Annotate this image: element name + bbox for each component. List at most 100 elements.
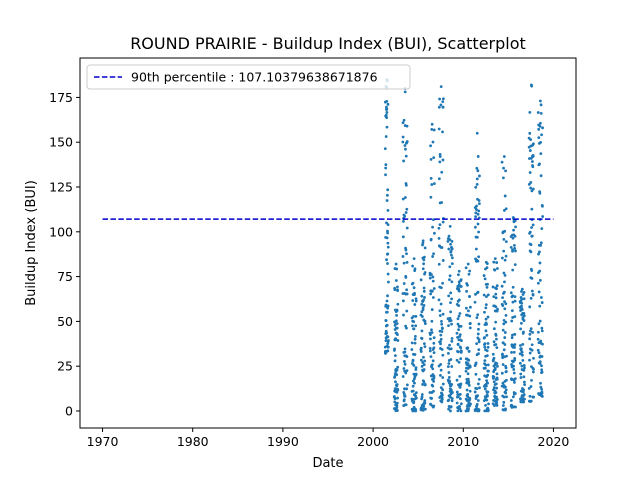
data-point <box>478 386 481 390</box>
data-point <box>495 284 499 288</box>
data-point <box>513 377 517 381</box>
data-point <box>520 353 524 357</box>
data-point <box>402 261 406 265</box>
data-point <box>504 313 508 317</box>
data-point <box>485 286 489 289</box>
data-point <box>432 341 436 345</box>
data-point <box>420 364 424 368</box>
data-point <box>432 156 436 160</box>
data-point <box>467 380 471 384</box>
data-point <box>401 121 405 125</box>
data-point <box>500 256 504 260</box>
data-point <box>450 322 453 326</box>
data-point <box>504 207 508 211</box>
data-point <box>473 390 477 394</box>
data-point <box>483 366 487 370</box>
data-point <box>502 155 506 158</box>
data-point <box>447 294 451 298</box>
data-point <box>465 289 468 293</box>
data-point <box>430 363 434 367</box>
data-point <box>519 376 523 379</box>
data-point <box>484 303 488 306</box>
data-point <box>477 327 480 331</box>
data-point <box>402 282 406 285</box>
data-point <box>537 136 541 140</box>
data-point <box>393 375 397 378</box>
data-point <box>536 330 540 334</box>
x-tick-label: 1970 <box>87 434 119 449</box>
data-point <box>492 340 496 344</box>
data-point <box>538 191 542 195</box>
data-point <box>457 314 461 318</box>
data-point <box>423 271 427 274</box>
data-point <box>494 292 498 296</box>
data-point <box>457 273 460 277</box>
data-point <box>447 351 450 355</box>
data-point <box>429 337 432 341</box>
data-point <box>486 363 490 367</box>
y-tick-label: 25 <box>57 359 73 374</box>
data-point <box>528 131 532 135</box>
data-point <box>538 360 542 363</box>
data-point <box>459 278 463 281</box>
data-point <box>501 354 504 357</box>
data-point <box>541 126 544 130</box>
data-point <box>438 309 442 313</box>
data-point <box>423 246 427 250</box>
data-point <box>457 282 461 286</box>
data-point <box>431 296 435 299</box>
y-tick-label: 100 <box>49 224 73 239</box>
data-point <box>420 337 424 340</box>
data-point <box>441 353 445 357</box>
data-point <box>502 400 506 404</box>
data-point <box>414 335 417 338</box>
data-point <box>529 186 533 190</box>
data-point <box>384 113 388 117</box>
data-point <box>405 355 409 359</box>
data-point <box>423 399 427 402</box>
data-point <box>510 336 514 339</box>
data-point <box>449 301 452 305</box>
data-point <box>428 276 432 280</box>
data-point <box>486 354 489 358</box>
data-point <box>531 160 534 163</box>
data-point <box>458 392 462 396</box>
data-point <box>411 324 414 328</box>
data-point <box>428 333 432 337</box>
data-point <box>437 105 441 109</box>
data-point <box>441 281 444 285</box>
data-point <box>465 388 469 392</box>
data-point <box>537 322 541 326</box>
data-point <box>522 400 525 404</box>
data-point <box>478 174 481 178</box>
data-point <box>437 262 441 266</box>
data-point <box>495 398 499 401</box>
data-point <box>422 355 425 359</box>
plot-frame <box>79 57 577 429</box>
data-point <box>503 208 506 212</box>
data-point <box>413 337 417 341</box>
data-point <box>430 328 433 332</box>
data-point <box>450 280 454 284</box>
data-point <box>520 290 523 293</box>
data-point <box>459 285 463 288</box>
data-point <box>401 197 405 201</box>
data-point <box>448 316 452 320</box>
data-point <box>486 408 490 412</box>
data-point <box>450 337 454 340</box>
data-point <box>430 183 434 186</box>
data-point <box>523 380 526 384</box>
data-point <box>441 158 445 162</box>
data-point <box>529 138 533 142</box>
data-point <box>531 165 535 169</box>
data-point <box>447 375 451 379</box>
data-point <box>447 324 450 328</box>
data-point <box>386 208 390 212</box>
data-point <box>386 306 390 310</box>
data-point <box>423 345 427 349</box>
data-point <box>540 370 544 374</box>
data-point <box>485 322 488 326</box>
data-point <box>414 396 418 400</box>
data-point <box>421 241 425 245</box>
data-point <box>448 343 451 347</box>
